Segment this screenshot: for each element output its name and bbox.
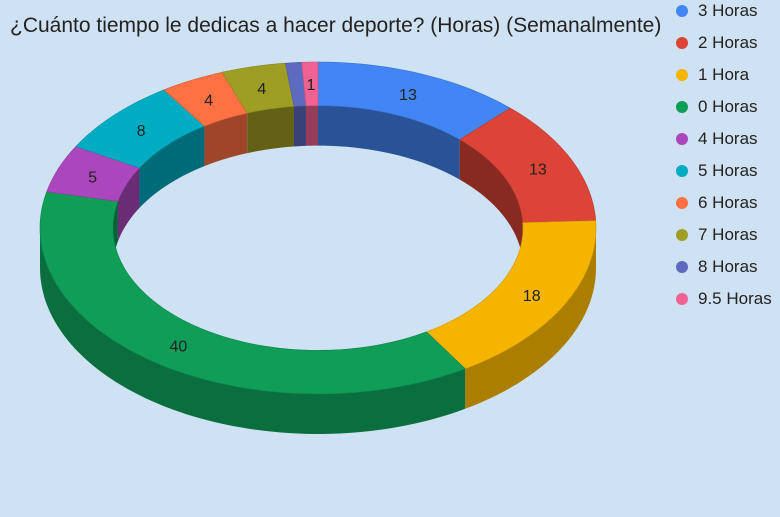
- data-label-7-horas: 4: [257, 81, 266, 98]
- data-label-0-horas: 40: [169, 339, 187, 356]
- slice-1-hora[interactable]: [425, 220, 597, 370]
- legend-marker: [676, 69, 688, 81]
- slice-inner-wall-4-horas: [117, 167, 140, 242]
- slice-inner-wall-3-horas: [318, 105, 460, 180]
- legend-marker: [676, 37, 688, 49]
- slice-9-5-horas[interactable]: [301, 61, 319, 107]
- slice-inner-wall-6-horas: [204, 113, 248, 167]
- data-label-6-horas: 4: [204, 92, 213, 109]
- legend-label: 5 Horas: [698, 161, 758, 180]
- legend-marker: [676, 229, 688, 241]
- legend-label: 4 Horas: [698, 129, 758, 148]
- chart-title: ¿Cuánto tiempo le dedicas a hacer deport…: [10, 14, 662, 37]
- slice-outer-wall-0-horas: [40, 228, 466, 434]
- legend-marker: [676, 101, 688, 113]
- legend-label: 6 Horas: [698, 193, 758, 212]
- legend-label: 8 Horas: [698, 257, 758, 276]
- legend-marker: [676, 261, 688, 273]
- data-label-9-5-horas: 1: [306, 77, 315, 94]
- legend-label: 0 Horas: [698, 97, 758, 116]
- legend-label: 7 Horas: [698, 225, 758, 244]
- slice-inner-wall-5-horas: [139, 126, 205, 208]
- legend-marker: [676, 197, 688, 209]
- slice-outer-wall-1-hora: [465, 228, 596, 409]
- data-label-3-horas: 13: [399, 87, 417, 104]
- legend-marker: [676, 165, 688, 177]
- legend-marker: [676, 293, 688, 305]
- legend-label: 1 Hora: [698, 65, 750, 84]
- slice-inner-wall-8-horas: [293, 105, 306, 147]
- legend-label: 2 Horas: [698, 33, 758, 52]
- data-label-2-horas: 13: [529, 161, 547, 178]
- legend-marker: [676, 133, 688, 145]
- slice-inner-wall-2-horas: [459, 139, 523, 263]
- legend-label: 3 Horas: [698, 1, 758, 20]
- data-label-5-horas: 8: [137, 123, 146, 140]
- data-label-1-hora: 18: [523, 288, 541, 305]
- slice-inner-wall-9-5-horas: [305, 105, 318, 146]
- slice-inner-wall-7-horas: [247, 106, 294, 154]
- legend-label: 9.5 Horas: [698, 289, 772, 308]
- data-label-4-horas: 5: [88, 169, 97, 186]
- legend-marker: [676, 5, 688, 17]
